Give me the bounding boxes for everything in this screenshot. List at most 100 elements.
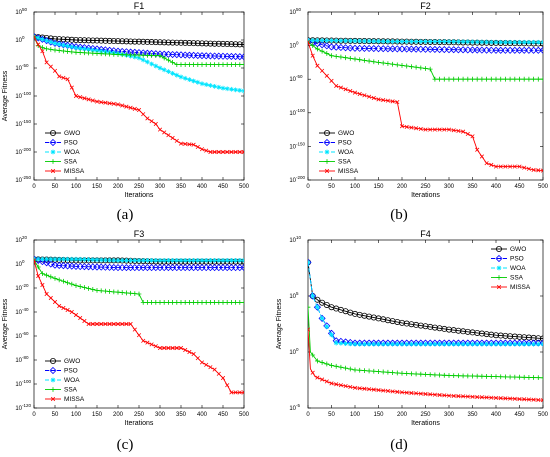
series-woa-point xyxy=(404,39,410,44)
series-missa-point xyxy=(195,144,200,150)
series-woa-point xyxy=(170,70,175,76)
series-ssa-point xyxy=(111,51,117,57)
series-ssa-point xyxy=(493,76,499,82)
series-missa-point xyxy=(208,149,213,155)
series-ssa-point xyxy=(315,46,320,52)
series-ssa-point xyxy=(86,286,91,291)
series-ssa-point xyxy=(174,62,180,68)
series-ssa-point xyxy=(98,51,104,57)
legend-label-pso: PSO xyxy=(510,256,524,263)
series-ssa-point xyxy=(233,62,238,68)
series-ssa-point xyxy=(531,375,536,380)
series-ssa-point xyxy=(446,76,452,82)
series-woa-point xyxy=(512,341,518,347)
series-woa-point xyxy=(474,39,480,45)
series-missa-point xyxy=(493,164,499,169)
series-ssa-point xyxy=(44,46,49,52)
series-missa-point xyxy=(61,75,66,80)
series-ssa-point xyxy=(153,300,159,305)
series-pso-point xyxy=(515,46,524,54)
series-missa-point xyxy=(395,389,400,394)
series-missa-point xyxy=(216,149,221,155)
y-tick-exponent: 0 xyxy=(22,35,25,40)
series-gwo-point xyxy=(241,41,244,48)
series-woa-point xyxy=(61,42,66,48)
plot-area xyxy=(308,37,543,173)
series-ssa-point xyxy=(517,374,522,380)
series-pso-point xyxy=(323,42,331,50)
y-tick-exponent: -150 xyxy=(296,141,306,146)
series-missa-point xyxy=(187,142,192,147)
series-missa-point xyxy=(241,149,244,155)
series-pso-point xyxy=(308,258,312,266)
series-ssa-point xyxy=(153,53,159,58)
series-ssa-point xyxy=(512,76,518,82)
series-gwo-point xyxy=(190,40,197,47)
series-ssa-point xyxy=(149,300,154,305)
series-ssa-point xyxy=(107,51,112,57)
series-missa-point xyxy=(241,390,244,395)
series-missa-point xyxy=(437,127,442,132)
series-ssa-point xyxy=(44,272,49,278)
series-woa-point xyxy=(77,46,83,51)
series-pso-point xyxy=(356,44,364,52)
series-ssa-point xyxy=(61,278,66,284)
series-missa-point xyxy=(162,130,167,135)
series-missa-point xyxy=(334,382,339,387)
series-gwo-point xyxy=(119,38,126,45)
series-ssa-point xyxy=(310,43,316,48)
series-ssa-point xyxy=(385,61,391,67)
series-ssa-point xyxy=(432,76,438,82)
series-gwo-point xyxy=(140,38,147,45)
series-woa-point xyxy=(145,258,150,263)
series-ssa-point xyxy=(423,66,428,71)
series-woa-point xyxy=(376,38,381,44)
series-gwo-point xyxy=(115,38,122,45)
series-woa-point xyxy=(357,341,363,347)
x-tick-label: 500 xyxy=(538,184,549,190)
series-woa-point xyxy=(521,341,527,347)
series-woa-point xyxy=(145,59,150,65)
series-gwo-point xyxy=(186,40,193,47)
series-gwo-point xyxy=(323,301,330,308)
series-missa-point xyxy=(381,97,386,103)
series-ssa-point xyxy=(507,76,513,82)
series-ssa-point xyxy=(418,65,424,71)
series-missa-point xyxy=(352,385,358,390)
x-axis-label: Iterations xyxy=(125,420,154,427)
series-ssa-point xyxy=(366,368,372,374)
series-ssa-point xyxy=(82,285,87,290)
series-woa-point xyxy=(220,258,226,263)
series-woa-point xyxy=(94,257,100,263)
series-woa-point xyxy=(451,341,457,347)
series-missa-point xyxy=(334,83,339,89)
series-missa-point xyxy=(348,88,353,94)
y-tick-exponent: -200 xyxy=(22,147,32,152)
series-gwo-point xyxy=(492,332,499,339)
x-tick-label: 250 xyxy=(420,184,431,190)
series-missa-point xyxy=(315,375,320,380)
series-ssa-point xyxy=(376,60,381,65)
series-pso xyxy=(34,255,244,272)
x-tick-label: 350 xyxy=(467,184,478,190)
series-ssa-point xyxy=(376,369,381,374)
series-ssa-point xyxy=(77,284,83,289)
series-ssa-point xyxy=(203,300,209,305)
series-ssa-point xyxy=(124,52,129,58)
series-missa-point xyxy=(199,147,205,152)
series-woa-point xyxy=(343,341,348,346)
series-ssa-point xyxy=(535,375,541,381)
series-missa-point xyxy=(69,85,74,90)
series-ssa-point xyxy=(182,300,188,305)
legend-marker-missa xyxy=(50,168,56,174)
series-pso-point xyxy=(38,258,46,266)
series-woa-point xyxy=(69,44,75,50)
legend-marker-gwo xyxy=(50,357,57,364)
series-ssa-point xyxy=(65,280,70,286)
series-ssa-point xyxy=(119,290,125,295)
series-ssa-point xyxy=(187,300,192,305)
series-woa-point xyxy=(399,341,405,347)
series-missa-point xyxy=(475,147,480,152)
series-ssa-point xyxy=(357,367,363,373)
x-tick-label: 350 xyxy=(467,412,478,418)
